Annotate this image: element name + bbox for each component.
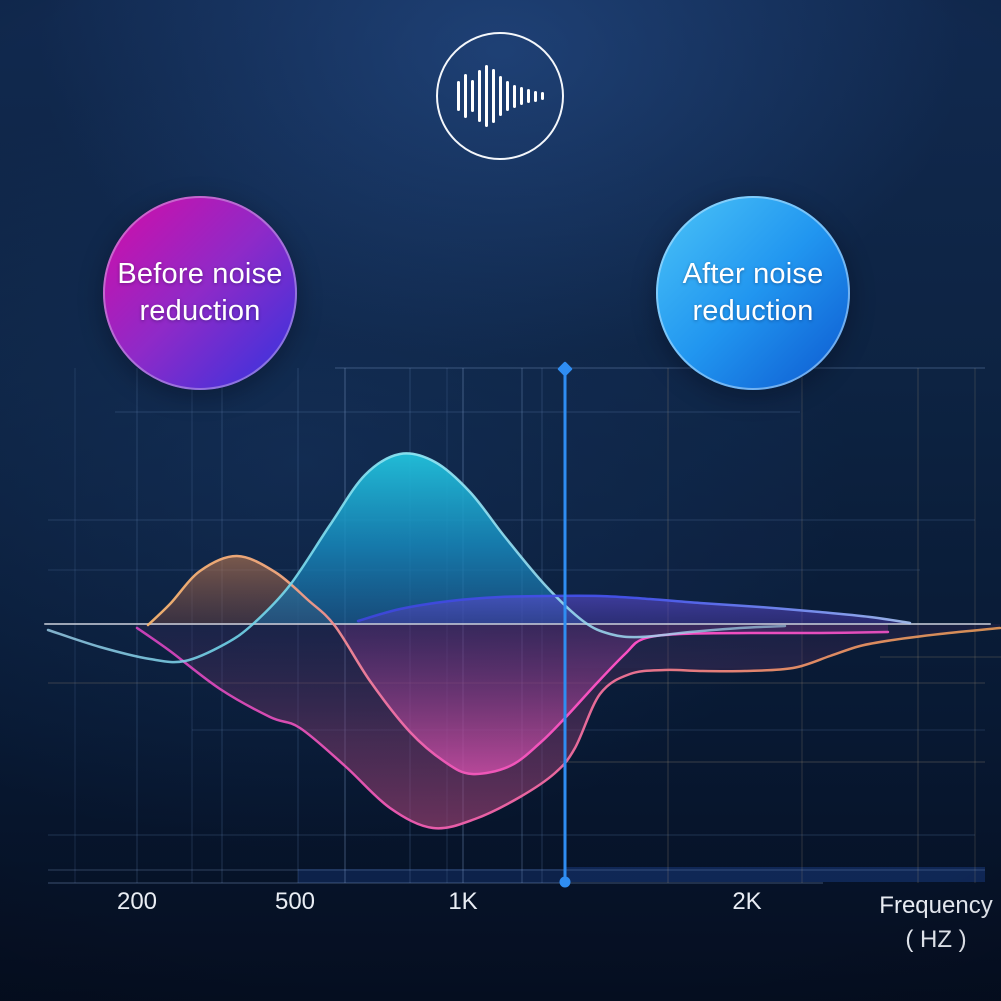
- after-noise-label-line2: reduction: [692, 293, 813, 330]
- x-tick-500: 500: [235, 888, 355, 916]
- grid-highlight-band: [565, 867, 985, 882]
- waveform-bar: [540, 92, 544, 100]
- before-noise-label-line2: reduction: [139, 293, 260, 330]
- x-axis-title: Frequency ( HZ ): [856, 889, 1001, 957]
- waveform-bar: [512, 84, 516, 108]
- soundwave-icon: [436, 32, 564, 160]
- waveform-bar: [470, 80, 474, 112]
- x-tick-1k: 1K: [403, 888, 523, 916]
- x-tick-200: 200: [77, 888, 197, 916]
- waveform-bar: [463, 74, 467, 118]
- before-noise-outer-line: [135, 626, 1001, 830]
- before-noise-label-line1: Before noise: [117, 256, 282, 293]
- before-noise-badge: Before noise reduction: [103, 196, 297, 390]
- grid-highlight-band: [298, 869, 565, 883]
- before-noise-outer-fill: [137, 624, 1000, 829]
- before-noise-inner-fill: [335, 624, 888, 775]
- marker-bottom-dot: [559, 876, 571, 888]
- waveform-bar: [519, 87, 523, 105]
- x-tick-2k: 2K: [687, 888, 807, 916]
- after-noise-fill: [358, 595, 910, 624]
- after-noise-line: [356, 594, 912, 625]
- waveform-bar: [533, 90, 537, 102]
- x-axis-title-line1: Frequency: [856, 889, 1001, 923]
- teal-hump-fill: [253, 453, 583, 624]
- waveform-bar: [477, 70, 481, 122]
- waveform-bar: [498, 76, 502, 116]
- after-noise-badge: After noise reduction: [656, 196, 850, 390]
- waveform-bar: [484, 65, 488, 127]
- waveform-bar: [526, 89, 530, 103]
- teal-hump-line: [46, 452, 787, 664]
- waveform-bar: [491, 69, 495, 123]
- marker-top-diamond: [557, 361, 573, 377]
- x-axis-title-line2: ( HZ ): [856, 923, 1001, 957]
- chart-series: [44, 452, 1001, 830]
- chart-marker-line: [557, 361, 573, 888]
- waveform-bar: [505, 81, 509, 111]
- after-noise-label-line1: After noise: [683, 256, 824, 293]
- waveform-bar: [456, 81, 460, 111]
